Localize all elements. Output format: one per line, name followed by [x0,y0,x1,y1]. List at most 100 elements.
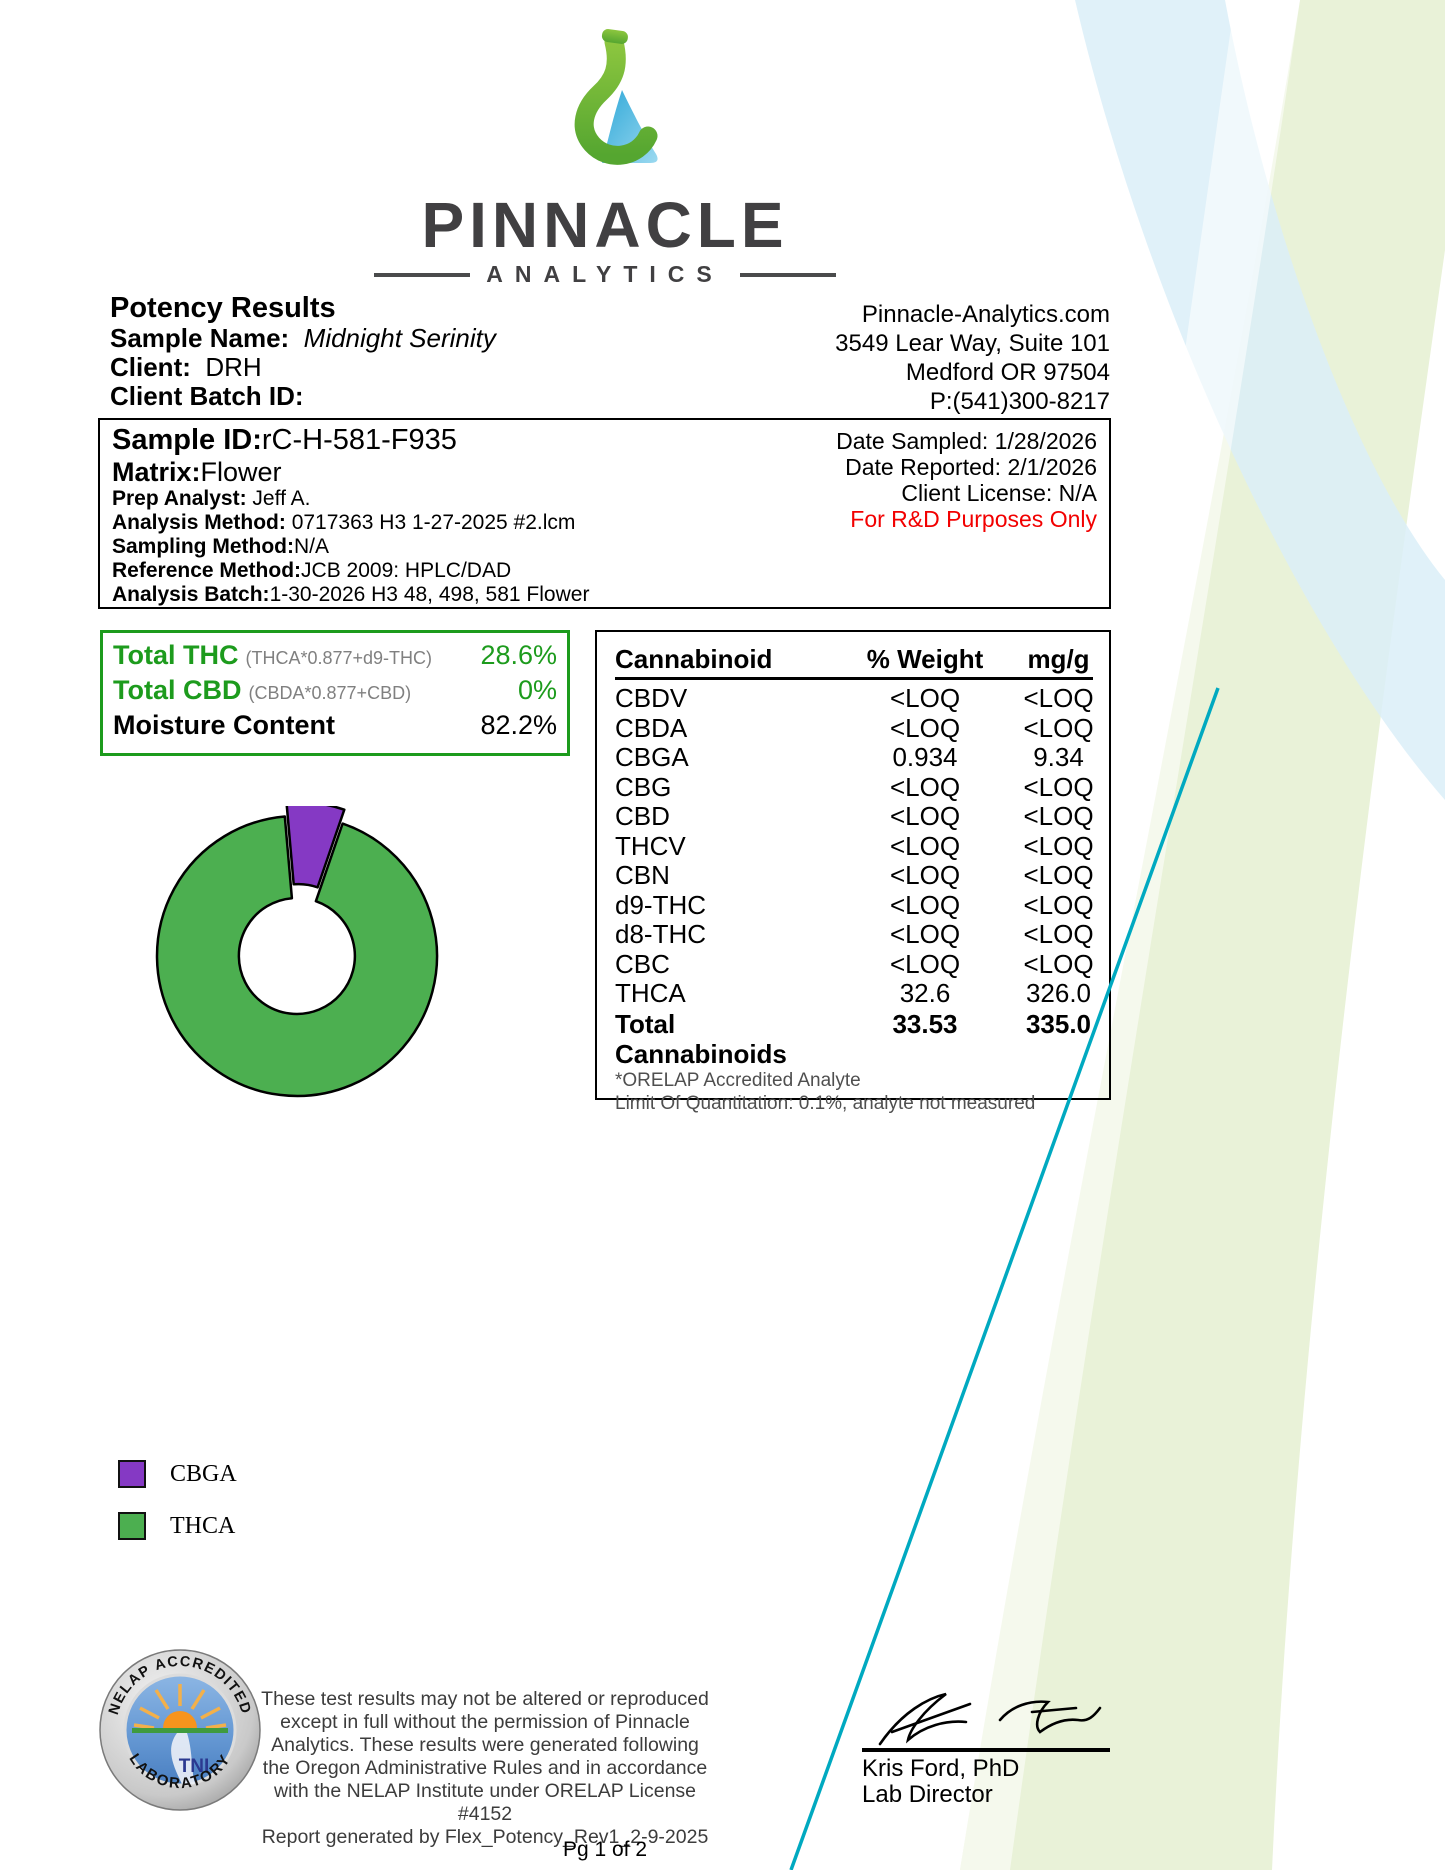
sample-id-line: Sample ID:rC-H-581-F935 [112,424,812,457]
totals-label: Moisture Content [113,710,335,740]
table-cell: <LOQ [889,801,961,831]
table-total-row: Total Cannabinoids 33.53 335.0 [615,1009,1093,1069]
table-row: THCA 32.6 326.0 [615,978,1093,1009]
table-cell: <LOQ [1023,771,1094,802]
table-cell: CBN [615,860,670,890]
matrix-value: Flower [200,457,282,487]
totals-label: Total CBD [113,675,242,705]
table-cell: <LOQ [1023,919,1094,949]
sample-detail-line: Sampling Method:N/A [112,535,812,559]
totals-row: Total THC (THCA*0.877+d9-THC) 28.6% [113,640,557,675]
table-cell: d9-THC [615,889,707,920]
sample-date-line: Date Reported: 2/1/2026 [845,454,1097,480]
sample-name-value: Midnight Serinity [303,323,496,353]
legend-swatch [118,1460,146,1488]
sample-date-line: Client License: N/A [901,480,1097,506]
report-header: Potency Results Sample Name: Midnight Se… [110,292,730,411]
totals-left: Total THC (THCA*0.877+d9-THC) [113,640,432,675]
cannabinoid-table: Cannabinoid % Weight mg/g CBDV <LOQ <LOQ CB… [595,630,1111,1114]
table-cell: CBC [615,948,670,979]
table-cell: d8-THC [615,919,707,949]
logo-wordmark: PINNACLE [421,189,789,261]
table-cell: <LOQ [1023,712,1094,743]
legend-item: CBGA [118,1460,237,1488]
sample-detail-line: Prep Analyst: Jeff A. [112,487,812,511]
sample-detail-value: N/A [294,535,330,558]
signer-name: Kris Ford, PhD [862,1755,1020,1782]
sample-info-box: Sample ID:rC-H-581-F935 Matrix:Flower Pr… [98,418,1111,609]
totals-left: Total CBD (CBDA*0.877+CBD) [113,675,411,710]
matrix-label: Matrix: [112,457,201,487]
signature-line [862,1748,1110,1752]
legend-swatch [118,1512,146,1540]
cannabinoid-rows: CBDV <LOQ <LOQ CBDA <LOQ <LOQ CBGA 0.934 9.34 CBG… [615,683,1094,1009]
table-cell: <LOQ [889,919,961,949]
totals-row: Total CBD (CBDA*0.877+CBD) 0% [113,675,557,710]
total-label: Total Cannabinoids [615,1008,787,1069]
disclaimer-line: These test results may not be altered or… [261,1688,709,1710]
sample-date-line: Date Sampled: 1/28/2026 [836,428,1097,454]
sample-detail-value: 0717363 H3 1-27-2025 #2.lcm [285,511,576,534]
table-cell: THCV [615,830,686,861]
donut-slice-thca [155,815,439,1098]
lab-contact-line: 3549 Lear Way, Suite 101 [835,330,1110,357]
col-header-cannabinoid: Cannabinoid [615,644,773,674]
sample-detail-label: Reference Method: [112,559,302,582]
disclaimer-line: Report generated by Flex_Potency_Rev1_2-… [261,1826,709,1848]
totals-value: 28.6% [480,640,557,670]
table-row: d9-THC <LOQ <LOQ [615,889,1094,921]
totals-formula: (CBDA*0.877+CBD) [248,683,412,703]
sample-detail-label: Analysis Batch: [112,583,270,606]
rd-purposes-note: For R&D Purposes Only [850,506,1097,532]
sample-dates: Date Sampled: 1/28/2026 Date Reported: 2/… [707,428,1097,532]
col-header-mgg: mg/g [1027,644,1090,674]
table-cell: CBDA [615,712,688,743]
chart-legend: CBGA THCA [118,1460,237,1564]
disclaimer-block: These test results may not be altered or… [255,1688,715,1849]
table-row: CBDA <LOQ <LOQ [615,712,1094,744]
table-row: THCV <LOQ <LOQ [615,830,1094,862]
totals-box: Total THC (THCA*0.877+d9-THC) 28.6% Total C… [100,630,570,756]
lab-contact: Pinnacle-Analytics.com 3549 Lear Way, Sui… [700,300,1110,416]
totals-rows: Total THC (THCA*0.877+d9-THC) 28.6% Total C… [113,640,557,745]
disclaimer-line: Analytics. These results were generated … [271,1734,699,1756]
legend-item: THCA [118,1512,237,1540]
col-header-weight: % Weight [866,644,984,674]
totals-row: Moisture Content 82.2% [113,710,557,745]
sample-info-left: Sample ID:rC-H-581-F935 Matrix:Flower Pr… [112,424,812,607]
legend-label: THCA [170,1512,236,1539]
signature-block: Kris Ford, PhD Lab Director [862,1682,1114,1808]
legend-label: CBGA [170,1460,237,1487]
table-cell: THCA [615,978,686,1008]
client-line: Client: DRH [110,353,730,382]
table-row: CBD <LOQ <LOQ [615,801,1094,832]
table-cell: CBDV [615,683,688,713]
seal-sunrise-art [132,1684,228,1784]
totals-formula: (THCA*0.877+d9-THC) [245,648,433,668]
logo-subtitle-row: ANALYTICS [0,261,1210,288]
sample-detail-label: Sampling Method: [112,535,294,558]
table-row: d8-THC <LOQ <LOQ [615,919,1094,950]
donut-chart [147,806,447,1106]
table-cell: 9.34 [1033,742,1084,772]
page-title: Potency Results [110,292,336,324]
seal-tni-text: TNI [179,1756,210,1777]
table-cell: <LOQ [889,712,961,743]
total-weight: 33.53 [892,1008,958,1039]
donut-slice-cbga [285,806,346,889]
client-label: Client: [110,352,191,382]
table-cell: <LOQ [1023,801,1094,831]
table-row: CBDV <LOQ <LOQ [615,683,1094,714]
signature-scrawl [878,1692,1102,1746]
table-cell: <LOQ [889,860,961,890]
logo-subtitle: ANALYTICS [486,261,724,287]
table-cell: <LOQ [1023,948,1094,979]
sample-detail-value: 1-30-2026 H3 48, 498, 581 Flower [269,583,590,606]
totals-left: Moisture Content [113,710,335,745]
matrix-line: Matrix:Flower [112,457,812,487]
table-cell: CBD [615,801,670,831]
lab-contact-line: Pinnacle-Analytics.com [861,301,1110,328]
table-row: CBC <LOQ <LOQ [615,948,1094,980]
footnote-accredited: *ORELAP Accredited Analyte [615,1069,861,1091]
